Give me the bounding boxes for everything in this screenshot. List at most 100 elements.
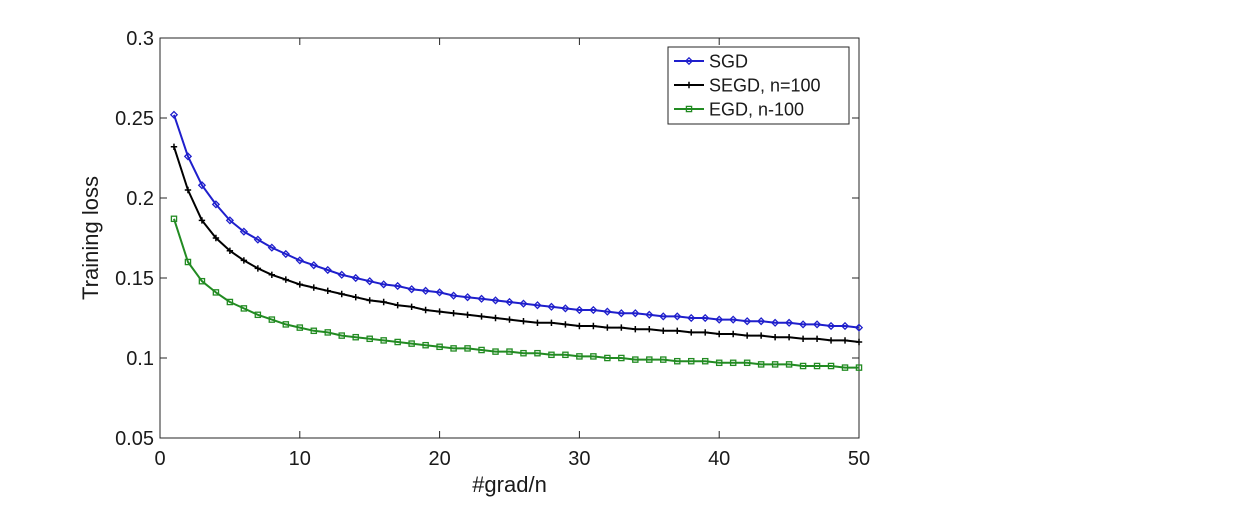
data-point <box>561 304 570 313</box>
data-point <box>520 318 527 325</box>
data-point <box>534 349 541 357</box>
data-point <box>702 329 709 336</box>
data-point <box>380 298 387 306</box>
data-point <box>268 271 276 278</box>
data-point <box>478 313 485 320</box>
legend-label: SEGD, n=100 <box>709 76 821 96</box>
series-0 <box>169 110 864 332</box>
data-point <box>729 359 737 367</box>
data-point <box>603 307 612 316</box>
data-point <box>198 277 206 285</box>
data-point <box>253 235 262 244</box>
legend-swatch-marker <box>685 81 693 89</box>
data-point <box>464 311 471 318</box>
data-point <box>827 362 835 370</box>
data-point <box>576 322 583 330</box>
legend-label: EGD, n-100 <box>709 100 804 120</box>
data-point <box>771 334 779 341</box>
data-point <box>281 249 290 259</box>
data-point <box>618 324 625 331</box>
data-point <box>226 247 234 254</box>
data-point <box>268 316 276 323</box>
data-point <box>659 312 668 321</box>
data-point <box>687 357 695 365</box>
data-point <box>449 291 458 300</box>
data-point <box>743 332 751 339</box>
data-point <box>296 324 304 331</box>
data-point <box>492 314 499 322</box>
data-point <box>798 320 808 329</box>
data-point <box>394 302 401 309</box>
data-point <box>785 361 793 368</box>
data-point <box>352 333 359 341</box>
x-tick-label: 30 <box>568 448 590 470</box>
data-point <box>282 321 290 328</box>
data-point <box>785 334 793 341</box>
series-layer <box>169 110 864 371</box>
data-point <box>604 354 611 362</box>
data-point <box>464 345 471 352</box>
data-point <box>701 357 709 365</box>
data-point <box>674 357 681 365</box>
data-point <box>519 299 528 308</box>
data-point <box>505 297 514 307</box>
data-point <box>351 273 360 283</box>
data-point <box>520 349 527 357</box>
data-point <box>408 303 415 310</box>
data-point <box>436 343 443 351</box>
data-point <box>841 337 849 344</box>
data-point <box>618 354 625 362</box>
data-point <box>170 143 178 150</box>
data-point <box>394 338 401 346</box>
data-point <box>548 319 555 326</box>
data-point <box>436 308 443 315</box>
data-point <box>771 361 779 368</box>
data-point <box>225 216 235 225</box>
y-tick-label: 0.05 <box>115 428 154 450</box>
legend: SGD SEGD, n=100 EGD, n-100 <box>667 46 850 125</box>
data-point <box>548 351 555 359</box>
data-point <box>254 265 262 272</box>
data-point <box>211 200 221 209</box>
data-point <box>337 270 346 279</box>
data-point <box>660 356 667 363</box>
data-point <box>799 362 807 370</box>
data-point <box>435 288 444 297</box>
data-point <box>393 281 402 291</box>
data-point <box>855 338 863 346</box>
data-point <box>841 364 849 371</box>
data-point <box>408 340 415 347</box>
legend-item: EGD, n-100 <box>674 100 804 120</box>
data-point <box>660 327 667 334</box>
x-tick-label: 50 <box>848 448 870 470</box>
data-point <box>239 227 248 236</box>
data-point <box>632 356 639 363</box>
data-point <box>323 265 332 275</box>
data-point <box>407 285 416 294</box>
legend-swatch-marker <box>685 105 693 113</box>
data-point <box>380 337 387 344</box>
data-point <box>183 152 193 161</box>
data-point <box>463 293 472 302</box>
data-point <box>617 309 626 318</box>
data-point <box>688 329 695 336</box>
data-point <box>562 351 569 359</box>
data-point <box>827 337 835 344</box>
data-point <box>715 359 723 367</box>
legend-item: SGD <box>674 52 748 72</box>
data-point <box>854 323 864 332</box>
data-point <box>646 326 653 333</box>
data-point <box>309 261 318 270</box>
x-tick-label: 10 <box>289 448 311 470</box>
x-tick-label: 0 <box>154 448 165 470</box>
series-1 <box>170 143 863 346</box>
data-point <box>840 321 850 331</box>
data-point <box>743 359 751 367</box>
data-point <box>226 298 234 306</box>
data-point <box>674 327 681 334</box>
data-point <box>506 316 513 323</box>
data-point <box>590 322 597 330</box>
data-point <box>212 289 220 296</box>
data-point <box>366 297 373 304</box>
